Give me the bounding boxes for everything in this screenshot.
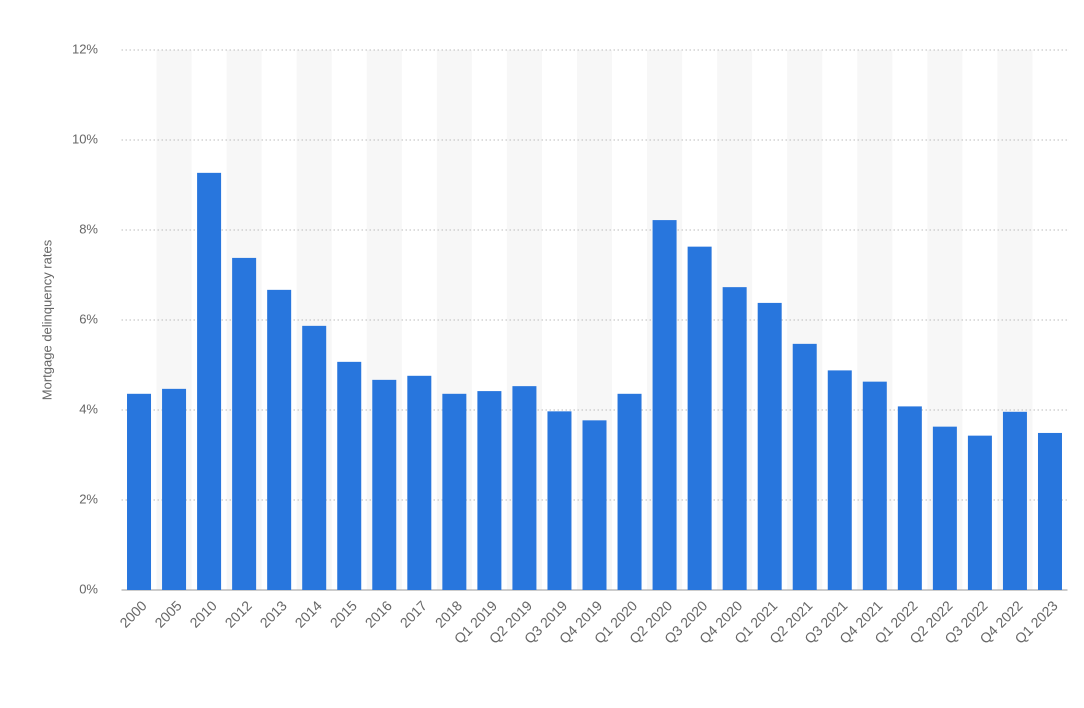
x-tick-label: 2010 [186, 597, 219, 630]
bar [477, 391, 502, 590]
bar [1002, 411, 1027, 590]
bar [967, 435, 992, 590]
y-tick-label: 4% [79, 401, 98, 416]
bar [197, 172, 222, 590]
bar [617, 393, 642, 590]
bar [582, 420, 607, 590]
x-tick-label: 2017 [397, 597, 430, 630]
bar [267, 289, 292, 590]
y-tick-label: 10% [72, 131, 98, 146]
x-tick-label: 2005 [151, 597, 184, 630]
bar [897, 406, 922, 590]
y-tick-label: 0% [79, 581, 98, 596]
bar [827, 370, 852, 590]
y-tick-label: 8% [79, 221, 98, 236]
x-tick-label: 2016 [362, 597, 395, 630]
bar [337, 361, 362, 590]
bar [1037, 432, 1062, 590]
bar [162, 388, 187, 590]
y-tick-label: 12% [72, 41, 98, 56]
bar [932, 426, 957, 590]
bar [232, 257, 257, 590]
y-tick-label: 2% [79, 491, 98, 506]
y-axis-title: Mortgage delinquency rates [39, 239, 54, 400]
bar [407, 375, 432, 590]
x-tick-label: 2014 [292, 597, 325, 630]
bar [862, 381, 887, 590]
bar [302, 325, 327, 590]
bar [372, 379, 397, 590]
bar [722, 287, 747, 590]
y-tick-label: 6% [79, 311, 98, 326]
bar [687, 246, 712, 590]
bar [792, 343, 817, 590]
x-tick-label: 2000 [116, 597, 149, 630]
x-tick-label: 2015 [327, 597, 360, 630]
bar [547, 411, 572, 590]
x-tick-label: 2013 [257, 597, 290, 630]
bar [652, 220, 677, 590]
bar [757, 302, 782, 590]
bar [512, 386, 537, 590]
bar [442, 393, 467, 590]
bar [127, 393, 152, 590]
x-tick-label: 2012 [222, 597, 255, 630]
